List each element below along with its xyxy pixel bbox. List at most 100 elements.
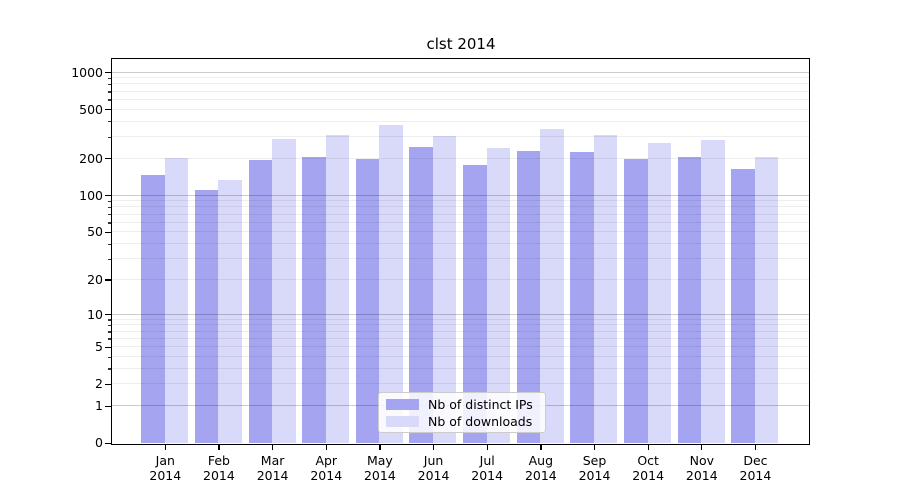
bar-nov-downloads xyxy=(701,140,725,443)
gridline-300 xyxy=(112,135,809,137)
y-minor-tick-70 xyxy=(108,214,111,216)
legend-label-distinct-ips: Nb of distinct IPs xyxy=(428,396,533,412)
gridline-700 xyxy=(112,90,809,92)
x-tick-year: 2014 xyxy=(632,468,665,483)
x-tick-label-aug: Aug 2014 xyxy=(511,453,571,483)
y-minor-tick-400 xyxy=(108,121,111,123)
x-tick-month: Nov xyxy=(689,453,714,468)
y-minor-tick-7 xyxy=(108,331,111,333)
y-tick-100 xyxy=(105,195,111,197)
x-tick-jun xyxy=(432,445,435,450)
bar-aug-distinct-ips xyxy=(516,150,541,443)
x-tick-label-jan: Jan 2014 xyxy=(135,453,195,483)
bar-sep-distinct-ips xyxy=(570,151,594,443)
bar-may-distinct-ips xyxy=(355,158,380,443)
y-minor-tick-40 xyxy=(108,243,111,245)
bar-apr-distinct-ips xyxy=(302,156,326,443)
y-minor-tick-300 xyxy=(108,136,111,138)
bar-aug-downloads xyxy=(540,129,564,443)
bar-jun-downloads xyxy=(432,135,457,443)
gridline-400 xyxy=(112,120,809,122)
x-tick-year: 2014 xyxy=(739,468,772,483)
x-tick-may xyxy=(379,445,381,450)
plot-inner xyxy=(112,59,809,444)
x-tick-year: 2014 xyxy=(310,468,343,483)
bar-jan-downloads xyxy=(164,158,189,443)
x-tick-feb xyxy=(218,445,220,450)
x-tick-year: 2014 xyxy=(203,468,235,483)
bar-feb-downloads xyxy=(218,180,242,443)
legend: Nb of distinct IPs Nb of downloads xyxy=(378,392,546,433)
x-tick-year: 2014 xyxy=(685,468,718,483)
y-tick-label-10: 10 xyxy=(87,306,103,322)
x-tick-label-oct: Oct 2014 xyxy=(618,453,678,483)
bar-jan-distinct-ips xyxy=(141,175,165,443)
x-tick-year: 2014 xyxy=(471,468,504,483)
bar-nov-distinct-ips xyxy=(677,156,702,443)
x-tick-month: Sep xyxy=(582,453,607,468)
bar-jun-distinct-ips xyxy=(409,147,433,443)
gridline-900 xyxy=(112,77,809,79)
x-tick-month: Dec xyxy=(743,453,768,468)
x-tick-month: Mar xyxy=(260,453,285,468)
bar-oct-downloads xyxy=(647,143,672,443)
x-tick-month: Jul xyxy=(479,453,495,468)
x-tick-month: Oct xyxy=(637,453,659,468)
bar-oct-distinct-ips xyxy=(624,158,648,443)
y-minor-tick-4 xyxy=(108,356,111,358)
legend-swatch-downloads xyxy=(386,415,419,427)
y-minor-tick-30 xyxy=(108,258,111,260)
x-tick-apr xyxy=(325,445,327,450)
bar-mar-downloads xyxy=(272,139,296,443)
x-tick-year: 2014 xyxy=(363,468,396,483)
bar-feb-distinct-ips xyxy=(194,190,219,443)
y-tick-1 xyxy=(105,405,111,407)
legend-swatch-distinct-ips xyxy=(386,398,419,410)
x-tick-month: May xyxy=(366,453,393,468)
y-tick-50 xyxy=(105,231,111,234)
y-tick-label-20: 20 xyxy=(87,271,103,287)
gridline-500 xyxy=(112,108,809,110)
y-tick-label-50: 50 xyxy=(87,224,103,240)
legend-label-downloads: Nb of downloads xyxy=(428,413,533,429)
y-tick-label-1000: 1000 xyxy=(71,64,103,80)
x-tick-year: 2014 xyxy=(256,468,289,483)
x-tick-dec xyxy=(754,445,757,450)
x-tick-mar xyxy=(272,445,274,450)
y-tick-label-0: 0 xyxy=(95,435,103,451)
x-tick-label-feb: Feb 2014 xyxy=(189,453,249,483)
y-tick-5 xyxy=(105,346,111,348)
y-tick-2 xyxy=(105,383,111,386)
y-tick-label-2: 2 xyxy=(95,376,103,392)
y-tick-label-500: 500 xyxy=(79,101,103,117)
x-tick-label-dec: Dec 2014 xyxy=(725,453,785,483)
x-tick-oct xyxy=(647,445,649,450)
y-minor-tick-3 xyxy=(108,368,111,370)
x-tick-aug xyxy=(540,445,542,450)
y-tick-label-100: 100 xyxy=(79,187,103,203)
x-tick-year: 2014 xyxy=(149,468,182,483)
y-tick-label-200: 200 xyxy=(79,150,103,166)
y-minor-tick-60 xyxy=(108,222,111,224)
bar-may-downloads xyxy=(379,124,403,443)
bar-mar-distinct-ips xyxy=(248,160,272,443)
x-tick-year: 2014 xyxy=(524,468,557,483)
y-minor-tick-900 xyxy=(108,77,111,80)
y-tick-0 xyxy=(105,442,111,445)
y-minor-tick-90 xyxy=(108,200,111,203)
x-tick-label-may: May 2014 xyxy=(350,453,410,483)
x-tick-label-nov: Nov 2014 xyxy=(672,453,732,483)
gridline-600 xyxy=(112,98,809,100)
y-minor-tick-700 xyxy=(108,91,111,93)
y-tick-label-5: 5 xyxy=(95,338,103,354)
gridline-1000 xyxy=(112,71,809,73)
x-tick-month: Feb xyxy=(207,453,230,468)
x-tick-nov xyxy=(701,445,703,450)
plot-area: Nb of distinct IPs Nb of downloads xyxy=(111,58,810,445)
y-minor-tick-800 xyxy=(108,84,111,86)
y-tick-200 xyxy=(105,158,111,160)
y-minor-tick-6 xyxy=(108,338,111,340)
x-tick-year: 2014 xyxy=(578,468,611,483)
x-tick-month: Jun xyxy=(423,453,444,468)
